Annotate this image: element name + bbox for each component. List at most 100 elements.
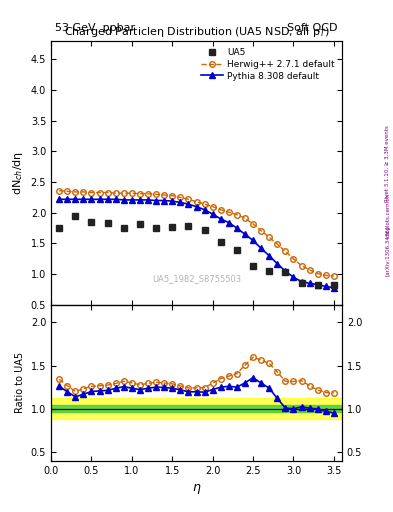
Pythia 8.308 default xyxy=(113,196,118,202)
UA5 xyxy=(267,268,272,274)
Herwig++ 2.7.1 default xyxy=(97,189,102,196)
UA5 xyxy=(154,224,158,230)
Herwig++ 2.7.1 default xyxy=(202,201,207,207)
Text: 53 GeV  ppbar: 53 GeV ppbar xyxy=(55,23,135,33)
Herwig++ 2.7.1 default xyxy=(154,191,158,198)
UA5 xyxy=(251,263,255,269)
Pythia 8.308 default xyxy=(235,225,239,231)
Bar xyxy=(51,406,342,412)
Pythia 8.308 default xyxy=(291,274,296,280)
Pythia 8.308 default xyxy=(138,197,142,203)
Pythia 8.308 default xyxy=(121,197,126,203)
Pythia 8.308 default xyxy=(259,245,263,251)
Pythia 8.308 default xyxy=(186,201,191,207)
X-axis label: η: η xyxy=(193,481,200,494)
Pythia 8.308 default xyxy=(251,238,255,244)
UA5 xyxy=(202,227,207,233)
Pythia 8.308 default xyxy=(275,261,280,267)
Y-axis label: Ratio to UA5: Ratio to UA5 xyxy=(15,352,25,413)
Pythia 8.308 default xyxy=(81,196,86,202)
Herwig++ 2.7.1 default xyxy=(89,189,94,196)
Herwig++ 2.7.1 default xyxy=(73,189,78,195)
UA5 xyxy=(73,213,78,219)
Herwig++ 2.7.1 default xyxy=(251,221,255,227)
Pythia 8.308 default xyxy=(162,198,167,204)
Herwig++ 2.7.1 default xyxy=(81,189,86,195)
Pythia 8.308 default xyxy=(331,285,336,291)
Herwig++ 2.7.1 default xyxy=(235,211,239,218)
Herwig++ 2.7.1 default xyxy=(57,187,62,194)
Herwig++ 2.7.1 default xyxy=(267,234,272,241)
Pythia 8.308 default xyxy=(226,220,231,226)
Herwig++ 2.7.1 default xyxy=(194,199,199,205)
UA5 xyxy=(331,282,336,288)
Herwig++ 2.7.1 default xyxy=(307,267,312,273)
UA5 xyxy=(138,221,142,227)
Bar xyxy=(51,398,342,419)
Y-axis label: dN$_{ch}$/dη: dN$_{ch}$/dη xyxy=(11,151,25,195)
Pythia 8.308 default xyxy=(202,207,207,213)
Herwig++ 2.7.1 default xyxy=(283,248,288,254)
Pythia 8.308 default xyxy=(105,196,110,202)
Pythia 8.308 default xyxy=(323,283,328,289)
Pythia 8.308 default xyxy=(210,211,215,217)
UA5 xyxy=(283,269,288,275)
Pythia 8.308 default xyxy=(97,196,102,202)
Title: Charged Particleη Distribution (UA5 NSD, all p$_T$): Charged Particleη Distribution (UA5 NSD,… xyxy=(64,26,329,39)
UA5 xyxy=(186,223,191,229)
Herwig++ 2.7.1 default xyxy=(162,192,167,198)
Pythia 8.308 default xyxy=(267,253,272,259)
Text: UA5_1982_S8755503: UA5_1982_S8755503 xyxy=(152,274,241,283)
Pythia 8.308 default xyxy=(154,198,158,204)
Pythia 8.308 default xyxy=(89,196,94,202)
Pythia 8.308 default xyxy=(299,279,304,285)
Herwig++ 2.7.1 default xyxy=(65,188,70,195)
Herwig++ 2.7.1 default xyxy=(323,272,328,279)
Pythia 8.308 default xyxy=(242,231,247,238)
UA5 xyxy=(57,224,62,230)
Herwig++ 2.7.1 default xyxy=(130,190,134,196)
Legend: UA5, Herwig++ 2.7.1 default, Pythia 8.308 default: UA5, Herwig++ 2.7.1 default, Pythia 8.30… xyxy=(198,46,338,83)
Pythia 8.308 default xyxy=(219,216,223,222)
Herwig++ 2.7.1 default xyxy=(291,256,296,262)
Pythia 8.308 default xyxy=(307,280,312,286)
UA5 xyxy=(105,220,110,226)
Text: Rivet 3.1.10, ≥ 3.3M events: Rivet 3.1.10, ≥ 3.3M events xyxy=(385,125,390,202)
Herwig++ 2.7.1 default xyxy=(226,209,231,215)
Herwig++ 2.7.1 default xyxy=(331,273,336,279)
Herwig++ 2.7.1 default xyxy=(170,193,174,199)
Herwig++ 2.7.1 default xyxy=(275,241,280,247)
Line: Herwig++ 2.7.1 default: Herwig++ 2.7.1 default xyxy=(56,188,337,279)
UA5 xyxy=(315,282,320,288)
Pythia 8.308 default xyxy=(65,196,70,202)
Herwig++ 2.7.1 default xyxy=(121,190,126,196)
UA5 xyxy=(219,239,223,245)
UA5 xyxy=(299,280,304,286)
UA5 xyxy=(235,247,239,253)
Pythia 8.308 default xyxy=(170,198,174,204)
Pythia 8.308 default xyxy=(130,197,134,203)
UA5 xyxy=(89,219,94,225)
Pythia 8.308 default xyxy=(178,199,183,205)
Herwig++ 2.7.1 default xyxy=(178,195,183,201)
Herwig++ 2.7.1 default xyxy=(242,215,247,221)
Herwig++ 2.7.1 default xyxy=(146,190,151,197)
Herwig++ 2.7.1 default xyxy=(315,270,320,276)
Text: mcplots.cern.ch: mcplots.cern.ch xyxy=(385,193,390,237)
Pythia 8.308 default xyxy=(146,197,151,203)
Pythia 8.308 default xyxy=(315,282,320,288)
Pythia 8.308 default xyxy=(73,196,78,202)
Herwig++ 2.7.1 default xyxy=(210,204,215,210)
Herwig++ 2.7.1 default xyxy=(219,207,223,213)
Herwig++ 2.7.1 default xyxy=(138,190,142,197)
Text: Soft QCD: Soft QCD xyxy=(288,23,338,33)
UA5 xyxy=(121,224,126,230)
Line: Pythia 8.308 default: Pythia 8.308 default xyxy=(56,197,337,290)
Herwig++ 2.7.1 default xyxy=(105,189,110,196)
Herwig++ 2.7.1 default xyxy=(186,196,191,202)
Line: UA5: UA5 xyxy=(56,212,337,289)
Herwig++ 2.7.1 default xyxy=(113,190,118,196)
Pythia 8.308 default xyxy=(57,196,62,202)
Pythia 8.308 default xyxy=(194,204,199,210)
Herwig++ 2.7.1 default xyxy=(299,263,304,269)
